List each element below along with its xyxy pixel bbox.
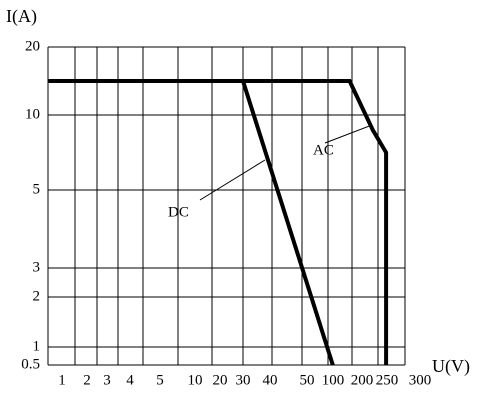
- y-tick-label: 0.5: [21, 356, 40, 372]
- x-tick-label: 5: [156, 372, 164, 388]
- x-tick-label: 300: [409, 372, 432, 388]
- x-tick-label: 1: [58, 372, 66, 388]
- leader-line: [324, 124, 373, 144]
- y-tick-label: 5: [33, 181, 41, 197]
- x-tick-label: 40: [263, 372, 278, 388]
- y-tick-label: 1: [33, 338, 41, 354]
- y-tick-label: 2: [33, 288, 41, 304]
- x-tick-label: 50: [300, 372, 315, 388]
- x-tick-label: 4: [126, 372, 134, 388]
- x-tick-label: 250: [376, 372, 399, 388]
- x-axis-label: U(V): [432, 356, 470, 377]
- x-tick-label: 10: [188, 372, 203, 388]
- y-tick-label: 3: [33, 259, 41, 275]
- series-label: AC: [313, 142, 334, 158]
- x-tick-label: 30: [236, 372, 251, 388]
- leader-line: [199, 159, 266, 201]
- x-tick-label: 200: [351, 372, 374, 388]
- x-tick-label: 20: [213, 372, 228, 388]
- series-line: [48, 79, 389, 365]
- x-tick-label: 100: [322, 372, 345, 388]
- y-axis-label: I(A): [6, 6, 37, 27]
- x-tick-label: 3: [103, 372, 111, 388]
- x-tick-label: 2: [83, 372, 91, 388]
- y-tick-label: 20: [25, 38, 40, 54]
- y-tick-label: 10: [25, 106, 40, 122]
- series-line: [241, 80, 335, 366]
